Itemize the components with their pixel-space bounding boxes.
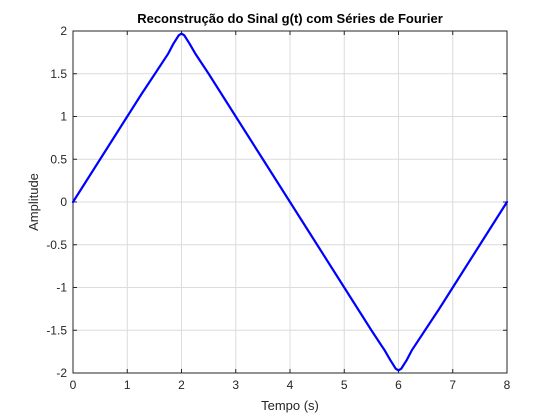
grid [72, 30, 508, 374]
y-tick-label: 1.5 [50, 67, 67, 81]
y-tick-label: 2 [60, 24, 67, 38]
chart-title: Reconstrução do Sinal g(t) com Séries de… [137, 11, 443, 26]
x-tick-label: 8 [504, 378, 511, 392]
x-tick-label: 4 [287, 378, 294, 392]
y-tick-label: 0 [60, 195, 67, 209]
series-line-g [71, 32, 509, 372]
x-tick-label: 2 [178, 378, 185, 392]
y-tick-label: -2 [56, 366, 67, 380]
x-axis-label: Tempo (s) [261, 398, 319, 413]
y-axis-label: Amplitude [26, 173, 41, 231]
y-tick-label: 0.5 [50, 152, 67, 166]
y-tick-labels: -2 -1.5 -1 -0.5 0 0.5 1 1.5 2 [46, 24, 67, 380]
y-tick-label: 1 [60, 110, 67, 124]
y-tick-label: -0.5 [46, 238, 67, 252]
x-tick-label: 1 [124, 378, 131, 392]
x-tick-label: 3 [232, 378, 239, 392]
y-tick-label: -1.5 [46, 323, 67, 337]
y-tick-label: -1 [56, 281, 67, 295]
x-tick-labels: 0 1 2 3 4 5 6 7 8 [70, 378, 511, 392]
x-tick-label: 0 [70, 378, 77, 392]
x-tick-label: 5 [341, 378, 348, 392]
x-tick-label: 6 [395, 378, 402, 392]
x-tick-label: 7 [449, 378, 456, 392]
